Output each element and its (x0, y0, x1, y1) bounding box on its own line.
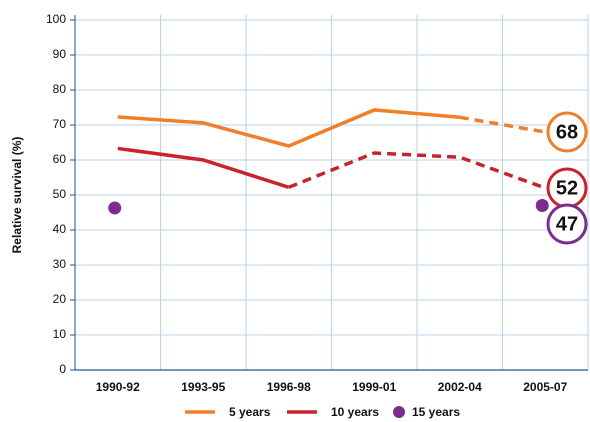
legend-label: 15 years (412, 405, 460, 419)
line-dashed (288, 151, 546, 190)
legend-label: 10 years (331, 405, 379, 419)
y-tick-label: 80 (53, 82, 67, 96)
y-tick-label: 70 (53, 117, 67, 131)
legend-swatch (393, 406, 405, 418)
y-tick-label: 30 (53, 257, 67, 271)
line (117, 108, 460, 148)
x-tick-label: 1990-92 (96, 380, 140, 394)
y-tick-label: 50 (53, 187, 67, 201)
x-tick-label: 2005-07 (523, 380, 567, 394)
end-label: 47 (556, 213, 578, 235)
y-tick-label: 40 (53, 222, 67, 236)
y-axis-label: Relative survival (%) (10, 137, 24, 254)
x-tick-label: 1996-98 (267, 380, 311, 394)
y-tick-label: 60 (53, 152, 67, 166)
y-tick-label: 90 (53, 47, 67, 61)
callout (546, 111, 588, 153)
x-tick-label: 1999-01 (352, 380, 396, 394)
x-tick-label: 2002-04 (438, 380, 482, 394)
line (117, 146, 290, 189)
callout (546, 203, 588, 245)
y-tick-label: 0 (59, 362, 66, 376)
y-tick-label: 10 (53, 327, 67, 341)
end-label: 68 (556, 121, 578, 143)
end-label: 52 (556, 177, 578, 199)
y-tick-label: 20 (53, 292, 67, 306)
x-tick-label: 1993-95 (181, 380, 225, 394)
legend-label: 5 years (229, 405, 271, 419)
point (108, 201, 122, 215)
y-tick-label: 100 (46, 12, 66, 26)
point (535, 199, 549, 212)
